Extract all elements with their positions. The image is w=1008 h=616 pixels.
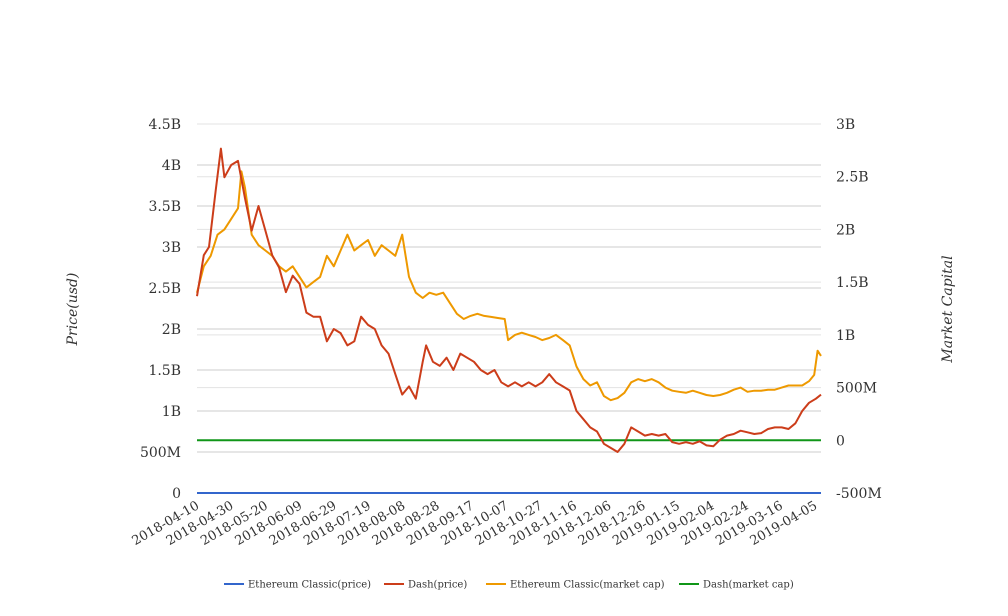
y-left-tick-label: 500M (140, 445, 181, 461)
y-left-tick-label: 2B (162, 322, 181, 338)
y-left-tick-label: 4B (162, 158, 181, 174)
y-right-tick-label: 3B (836, 117, 855, 133)
y-right-tick-label: -500M (836, 486, 882, 502)
legend-label: Dash(price) (408, 580, 467, 591)
y-right-tick-label: 1B (836, 328, 855, 344)
y-right-tick-label: 2B (836, 222, 855, 238)
right-axis-ticks: -500M 0 500M 1B 1.5B 2B 2.5B 3B (836, 117, 882, 502)
y-left-tick-label: 0 (172, 486, 181, 502)
y-left-tick-label: 2.5B (148, 281, 181, 297)
y-left-tick-label: 3B (162, 240, 181, 256)
y-left-tick-label: 3.5B (148, 199, 181, 215)
x-axis-ticks: 2018-04-102018-04-302018-05-202018-06-09… (130, 498, 820, 548)
y-left-tick-label: 4.5B (148, 117, 181, 133)
y-right-tick-label: 0 (836, 433, 845, 449)
legend: Ethereum Classic(price) Dash(price) Ethere… (224, 580, 794, 591)
y-left-tick-label: 1B (162, 404, 181, 420)
left-axis-ticks: 0 500M 1B 1.5B 2B 2.5B 3B 3.5B 4B 4.5B (140, 117, 181, 502)
y-right-tick-label: 1.5B (836, 275, 869, 291)
series-line-2 (196, 170, 822, 402)
y-left-tick-label: 1.5B (148, 363, 181, 379)
legend-label: Dash(market cap) (703, 580, 794, 591)
series-line-1 (196, 147, 822, 453)
legend-label: Ethereum Classic(market cap) (510, 580, 665, 591)
y-right-tick-label: 2.5B (836, 170, 869, 186)
y-axis-right-title: Market Capital (940, 255, 956, 363)
grid (197, 123, 821, 494)
legend-label: Ethereum Classic(price) (248, 580, 371, 591)
y-axis-left-title: Price(usd) (65, 273, 81, 347)
y-right-tick-label: 500M (836, 381, 877, 397)
series (196, 147, 822, 494)
